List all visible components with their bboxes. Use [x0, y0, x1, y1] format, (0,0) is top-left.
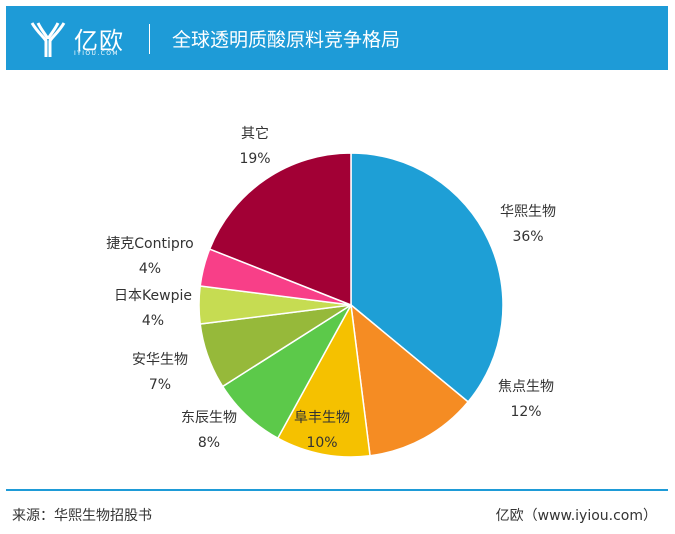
slice-percent: 10% — [306, 435, 337, 451]
slice-label: 捷克Contipro — [106, 236, 194, 252]
slice-label: 其它 — [241, 125, 269, 142]
slice-label: 东辰生物 — [181, 410, 237, 426]
slice-percent: 8% — [198, 435, 220, 451]
slice-label: 安华生物 — [132, 352, 188, 368]
slice-label: 阜丰生物 — [294, 409, 350, 426]
pie-slice — [350, 303, 470, 457]
slice-label: 焦点生物 — [498, 379, 554, 395]
slice-percent: 36% — [512, 229, 543, 245]
slice-percent: 4% — [142, 313, 164, 329]
pie-slice — [276, 302, 371, 458]
pie-chart: 华熙生物 36% 焦点生物 12% 阜丰生物 10% 东辰生物 8% 安华生物 7% 日本Kewpi… — [106, 125, 556, 458]
footer-divider — [6, 489, 668, 491]
slice-percent: 12% — [510, 404, 541, 420]
brand-credit: 亿欧（www.iyiou.com） — [495, 508, 657, 524]
page-title: 全球透明质酸原料竞争格局 — [172, 29, 401, 51]
pie-slice — [350, 152, 504, 403]
slice-label: 华熙生物 — [500, 204, 556, 220]
pie-slice — [208, 152, 352, 307]
slice-percent: 19% — [239, 151, 270, 167]
slice-percent: 7% — [149, 377, 171, 393]
header-divider — [149, 24, 150, 54]
yiou-logo-icon — [30, 22, 66, 57]
logo-text: 亿欧 — [74, 27, 124, 55]
source-note: 来源：华熙生物招股书 — [12, 508, 152, 524]
slice-label: 日本Kewpie — [114, 288, 192, 304]
logo-domain: IYIOU.COM — [74, 50, 119, 57]
slice-percent: 4% — [139, 261, 161, 277]
header-bar: 亿欧 IYIOU.COM 全球透明质酸原料竞争格局 — [6, 6, 668, 70]
